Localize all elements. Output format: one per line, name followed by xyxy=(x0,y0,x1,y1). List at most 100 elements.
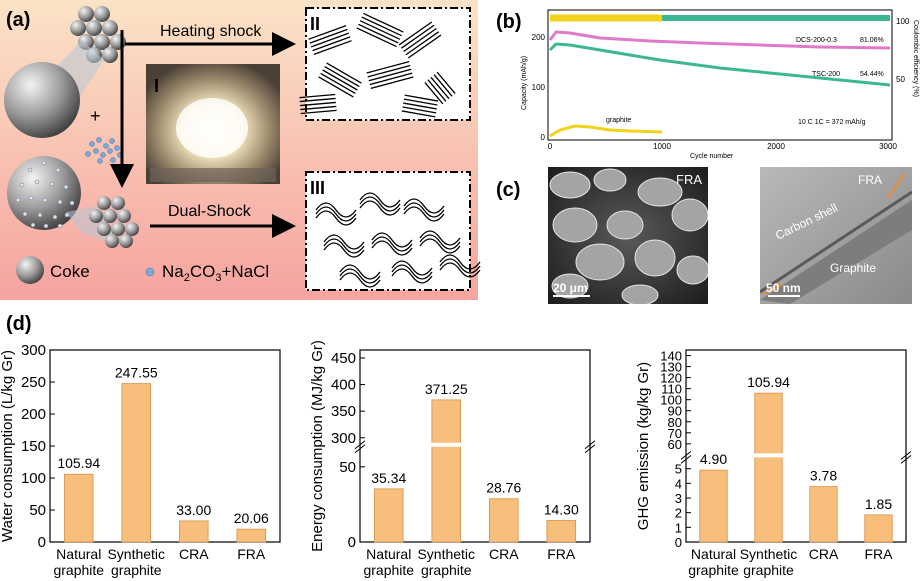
x-tick-label: CRA xyxy=(489,546,519,562)
curved-graphite-line xyxy=(419,238,461,254)
y-tick-label: 3 xyxy=(675,491,682,506)
graphite-line xyxy=(430,76,450,100)
flash-photo xyxy=(146,64,280,184)
roman-one: I xyxy=(154,76,159,96)
bar-value-label: 28.76 xyxy=(486,480,521,496)
graphite-line xyxy=(299,97,336,103)
graphite-line xyxy=(424,81,444,105)
y-tick-label: 0 xyxy=(348,534,356,551)
graphite-line xyxy=(433,74,453,97)
y-left-tick: 100 xyxy=(532,83,546,92)
panel-a: (a) + xyxy=(0,0,481,300)
axis-break-mark xyxy=(680,450,692,460)
panel-c-label: (c) xyxy=(496,179,520,201)
y-tick-label: 130 xyxy=(660,360,682,375)
axis-break-mark xyxy=(584,444,596,454)
panel-b-y-right-ticks: 50 100 xyxy=(896,17,910,84)
y-tick-label: 5 xyxy=(675,462,682,477)
curved-graphite-line xyxy=(371,232,413,248)
series-tsc-capacity xyxy=(548,42,891,87)
graphite-line xyxy=(400,24,435,49)
coke-sphere-large xyxy=(4,62,80,138)
x-tick-label: Natural xyxy=(366,546,411,562)
y-tick-label: 100 xyxy=(660,393,682,408)
bar-chart-2: Energy consumption (MJ/kg Gr) 0 50 300 350 40… xyxy=(309,340,596,578)
series-graphite-capacity xyxy=(549,124,663,138)
curved-graphite-line xyxy=(323,234,365,250)
x-tick-label: FRA xyxy=(865,546,894,562)
annotation-tsc-pct: 54.44% xyxy=(860,71,884,78)
bar xyxy=(121,383,152,543)
coating-particles xyxy=(15,160,75,229)
graphite-line xyxy=(366,60,410,74)
curved-graphite-line xyxy=(359,200,401,216)
axis-break-mark xyxy=(900,454,912,464)
graphite-line xyxy=(403,102,437,110)
y-axis-label: Energy consumption (MJ/kg Gr) xyxy=(309,340,326,552)
plot-frame xyxy=(359,349,591,543)
axis-break-mark xyxy=(680,454,692,464)
x-tick-label: FRA xyxy=(547,546,576,562)
panel-b-x-ticks: 0 1000 2000 3000 xyxy=(548,142,898,151)
graphite-line xyxy=(300,109,337,115)
curved-graphite-line xyxy=(403,206,445,222)
graphite-line xyxy=(310,32,350,48)
graphite-line xyxy=(427,79,447,102)
x-tick-label: CRA xyxy=(179,546,209,562)
x-tick-label: graphite xyxy=(111,562,162,578)
y-tick-label: 60 xyxy=(668,437,682,452)
graphite-line xyxy=(359,20,401,40)
axis-break-mark xyxy=(354,444,366,454)
panel-a-label: (a) xyxy=(6,9,30,31)
zoom-wedge-bottom xyxy=(66,206,118,246)
legend-salt-particle xyxy=(145,267,155,277)
tem-pointer-top xyxy=(887,173,905,199)
curved-graphite-line xyxy=(323,242,365,258)
curved-graphite-line xyxy=(339,264,381,280)
curved-graphite-line xyxy=(359,196,401,212)
graphite-line xyxy=(403,27,437,53)
legend-coke-label: Coke xyxy=(50,262,90,281)
graphite-line xyxy=(300,105,337,111)
tem-scale-label: 50 nm xyxy=(766,281,801,295)
bar xyxy=(809,486,838,543)
y-tick-label: 300 xyxy=(21,342,46,359)
bar xyxy=(699,469,728,543)
curved-graphite-line xyxy=(315,210,357,226)
x-tick-label: graphite xyxy=(688,562,739,578)
panel-b-label: (b) xyxy=(496,11,522,33)
y-tick-label: 50 xyxy=(29,502,46,519)
curved-graphite-line xyxy=(419,230,461,246)
graphite-line xyxy=(313,40,352,55)
panel-c: (c) FRA 20 μm FRA Carbon shell Graphite … xyxy=(496,167,912,304)
y-tick-label: 200 xyxy=(21,406,46,423)
graphite-stacks xyxy=(299,12,456,118)
y-tick-label: 80 xyxy=(668,415,682,430)
bar xyxy=(431,399,462,543)
annotation-rate: 10 C 1C = 372 mAh/g xyxy=(798,119,866,126)
x-tick-label: graphite xyxy=(743,562,794,578)
graphite-line xyxy=(401,110,436,118)
y-right-tick: 50 xyxy=(896,75,905,84)
curved-graphite-line xyxy=(403,202,445,218)
axis-break-mark xyxy=(900,450,912,460)
x-tick-label: FRA xyxy=(237,546,266,562)
y-tick-label: 0 xyxy=(675,535,682,550)
x-tick-label: Synthetic xyxy=(740,546,798,562)
x-tick-label: CRA xyxy=(809,546,839,562)
bar-value-label: 247.55 xyxy=(115,365,158,381)
graphite-line xyxy=(368,68,412,82)
curved-graphite-stacks xyxy=(315,192,481,288)
bar-value-label: 371.25 xyxy=(425,381,468,397)
annotation-graphite: graphite xyxy=(606,117,631,124)
y-tick-label: 4 xyxy=(675,476,682,491)
y-right-tick: 100 xyxy=(896,17,910,26)
annotation-dcs-pct: 81.06% xyxy=(860,37,884,44)
curved-graphite-line xyxy=(371,240,413,256)
coke-cluster-bottom xyxy=(89,196,139,248)
curved-graphite-line xyxy=(439,262,481,278)
tem-pointer-bottom xyxy=(763,283,783,295)
series-dcs-capacity xyxy=(548,30,891,50)
curved-graphite-line xyxy=(323,238,365,254)
